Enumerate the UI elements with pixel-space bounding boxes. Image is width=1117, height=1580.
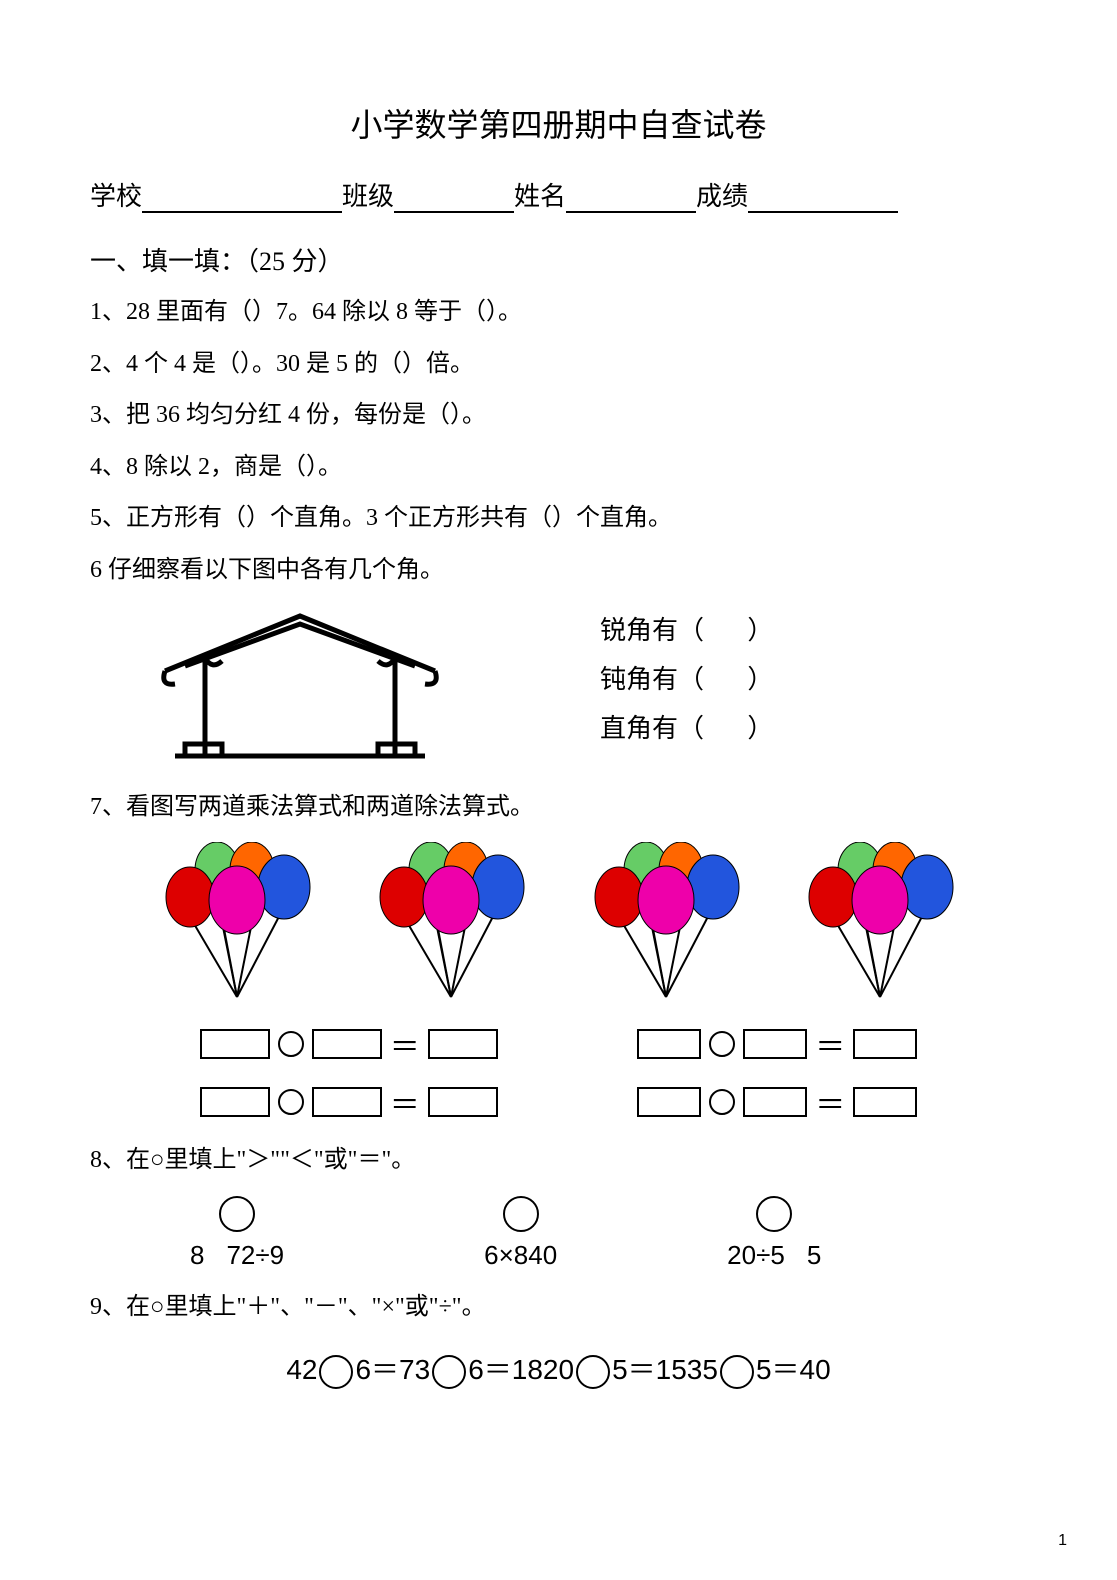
- q8-a-right: 72÷9: [226, 1240, 284, 1271]
- q9-p3: 6＝1820: [468, 1354, 574, 1385]
- blank-box: [428, 1029, 498, 1059]
- q8-c-right: 5: [807, 1240, 821, 1271]
- q8-expr: 20÷5 5: [727, 1240, 821, 1271]
- equals-sign: ＝: [815, 1022, 845, 1066]
- blank-box: [200, 1029, 270, 1059]
- q8-a-left: 8: [190, 1240, 204, 1271]
- equation-line: ＝: [637, 1022, 917, 1066]
- blank-box: [637, 1087, 701, 1117]
- q8-b: 6×840: [484, 1240, 557, 1271]
- score-blank: [748, 211, 898, 213]
- acute-label: 锐角有（ ）: [600, 606, 773, 655]
- q9-p4: 5＝1535: [612, 1354, 718, 1385]
- compare-circle: [503, 1196, 539, 1232]
- equals-sign: ＝: [815, 1080, 845, 1124]
- blank-box: [428, 1087, 498, 1117]
- q9-p1: 42: [286, 1354, 317, 1385]
- equation-col-right: ＝ ＝: [637, 1022, 917, 1124]
- school-label: 学校: [90, 182, 142, 211]
- operator-circle: [576, 1355, 610, 1389]
- q8-item-c: 20÷5 5: [727, 1196, 821, 1271]
- operator-circle: [720, 1355, 754, 1389]
- blank-box: [853, 1087, 917, 1117]
- balloon-group-1: [152, 842, 322, 1012]
- score-label: 成绩: [696, 182, 748, 211]
- blank-box: [743, 1087, 807, 1117]
- compare-circle: [219, 1196, 255, 1232]
- equation-blanks-row: ＝ ＝ ＝ ＝: [130, 1022, 987, 1124]
- q8-c-left: 20÷5: [727, 1240, 785, 1271]
- blank-box: [200, 1087, 270, 1117]
- q9-p2: 6＝73: [355, 1354, 430, 1385]
- question-3: 3、把 36 均匀分红 4 份，每份是（）。: [90, 399, 1027, 433]
- question-5: 5、正方形有（）个直角。3 个正方形共有（）个直角。: [90, 502, 1027, 536]
- balloon-group-2: [366, 842, 536, 1012]
- page: 小学数学第四册期中自查试卷 学校 班级 姓名 成绩 一、填一填：（25 分） 1、28…: [0, 0, 1117, 1580]
- class-blank: [394, 211, 514, 213]
- name-label: 姓名: [514, 182, 566, 211]
- q8-expr: 6×840: [484, 1240, 557, 1271]
- balloon-group-3: [581, 842, 751, 1012]
- right-label: 直角有（ ）: [600, 704, 773, 753]
- equals-sign: ＝: [390, 1022, 420, 1066]
- operator-circle: [432, 1355, 466, 1389]
- exam-title: 小学数学第四册期中自查试卷: [90, 100, 1027, 146]
- equation-line: ＝: [637, 1080, 917, 1124]
- question-7: 7、看图写两道乘法算式和两道除法算式。: [90, 791, 1027, 825]
- operator-circle: [278, 1089, 304, 1115]
- question-6-figure-row: 锐角有（ ） 钝角有（ ） 直角有（ ）: [150, 606, 1027, 776]
- header-fields: 学校 班级 姓名 成绩: [90, 176, 1027, 213]
- balloon-group-4: [795, 842, 965, 1012]
- question-8-items: 8 72÷9 6×840 20÷5 5: [90, 1196, 1027, 1271]
- house-icon: [150, 606, 450, 776]
- blank-box: [637, 1029, 701, 1059]
- q9-p5: 5＝40: [756, 1354, 831, 1385]
- question-6-labels: 锐角有（ ） 钝角有（ ） 直角有（ ）: [600, 606, 773, 754]
- q8-item-b: 6×840: [484, 1196, 557, 1271]
- obtuse-label: 钝角有（ ）: [600, 655, 773, 704]
- equation-line: ＝: [200, 1022, 498, 1066]
- name-blank: [566, 211, 696, 213]
- question-2: 2、4 个 4 是（）。30 是 5 的（）倍。: [90, 348, 1027, 382]
- question-6: 6 仔细察看以下图中各有几个角。: [90, 554, 1027, 588]
- operator-circle: [709, 1089, 735, 1115]
- blank-box: [853, 1029, 917, 1059]
- q8-item-a: 8 72÷9: [190, 1196, 284, 1271]
- equals-sign: ＝: [390, 1080, 420, 1124]
- question-9-equation: 42 6＝73 6＝1820 5＝1535 5＝40: [90, 1348, 1027, 1389]
- page-number: 1: [1058, 1532, 1067, 1550]
- operator-circle: [319, 1355, 353, 1389]
- balloons-row: [130, 842, 987, 1012]
- equation-line: ＝: [200, 1080, 498, 1124]
- school-blank: [142, 211, 342, 213]
- class-label: 班级: [342, 182, 394, 211]
- blank-box: [312, 1087, 382, 1117]
- question-9: 9、在○里填上"＋"、"－"、"×"或"÷"。: [90, 1291, 1027, 1325]
- equation-col-left: ＝ ＝: [200, 1022, 498, 1124]
- question-4: 4、8 除以 2，商是（）。: [90, 451, 1027, 485]
- section-1-title: 一、填一填：（25 分）: [90, 241, 1027, 278]
- blank-box: [743, 1029, 807, 1059]
- question-8: 8、在○里填上"＞""＜"或"＝"。: [90, 1144, 1027, 1178]
- operator-circle: [278, 1031, 304, 1057]
- operator-circle: [709, 1031, 735, 1057]
- blank-box: [312, 1029, 382, 1059]
- question-1: 1、28 里面有（）7。64 除以 8 等于（）。: [90, 296, 1027, 330]
- compare-circle: [756, 1196, 792, 1232]
- q8-expr: 8 72÷9: [190, 1240, 284, 1271]
